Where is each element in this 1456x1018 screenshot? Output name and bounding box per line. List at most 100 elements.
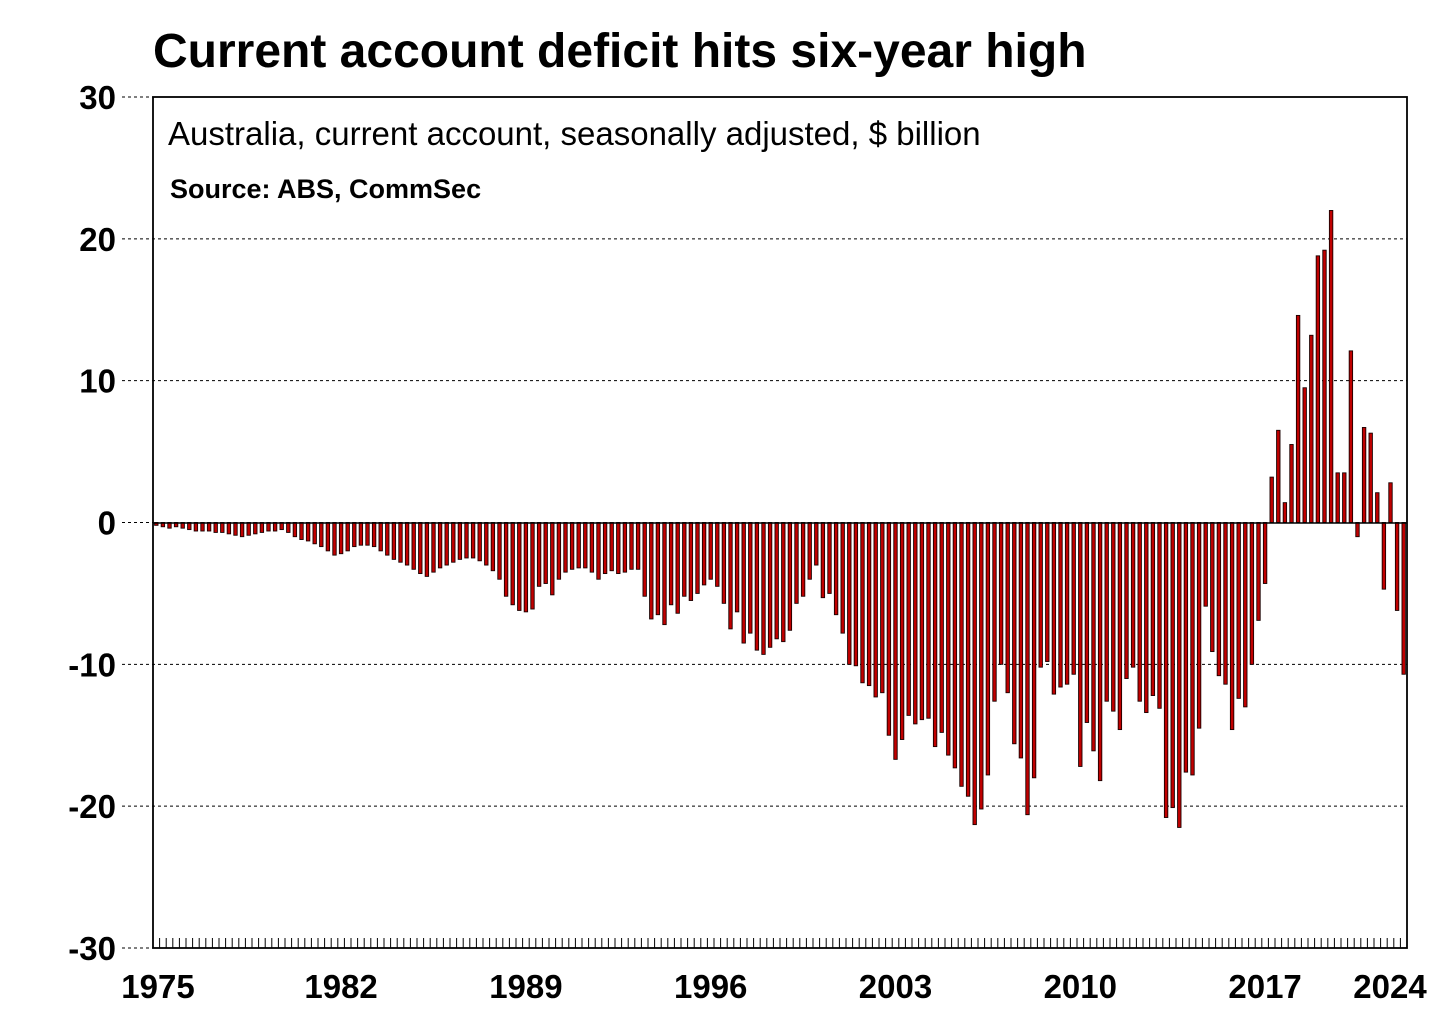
bar — [510, 522, 515, 606]
bar — [886, 522, 892, 736]
bar — [721, 522, 727, 604]
bar — [1025, 522, 1030, 816]
bar — [1276, 429, 1281, 523]
bar — [1295, 314, 1301, 523]
bar — [787, 522, 793, 631]
bar — [451, 522, 456, 563]
bar — [345, 522, 350, 552]
bar — [662, 522, 667, 626]
bar — [880, 522, 885, 694]
y-axis-tick-labels: 30 20 10 0 -10 -20 -30 — [68, 79, 116, 967]
y-tick-label: 0 — [98, 505, 116, 542]
x-tick-label: 2003 — [859, 968, 932, 1005]
bar — [781, 522, 786, 643]
bar — [1355, 522, 1360, 538]
bar — [1249, 522, 1255, 665]
bar — [715, 522, 720, 587]
bar-series — [154, 210, 1406, 828]
bar — [1216, 522, 1222, 677]
bar — [398, 522, 403, 563]
bar — [906, 522, 911, 716]
bar — [338, 522, 344, 555]
y-tick-label: 30 — [79, 79, 116, 116]
bar — [919, 522, 925, 721]
bar — [965, 522, 971, 797]
bar — [932, 522, 938, 748]
bar — [602, 522, 608, 575]
bar — [470, 522, 476, 559]
bar — [424, 522, 430, 577]
x-tick-label: 2017 — [1228, 968, 1301, 1005]
x-axis-minor-ticks — [152, 938, 1408, 948]
bar — [708, 522, 713, 580]
bar — [517, 522, 522, 611]
bar — [1084, 522, 1090, 723]
bar — [622, 522, 628, 573]
bar — [629, 522, 634, 570]
bar — [774, 522, 779, 640]
bar — [1388, 482, 1393, 523]
bar — [985, 522, 991, 776]
bar — [246, 522, 251, 536]
x-tick-label: 1996 — [674, 968, 747, 1005]
bar — [490, 522, 496, 572]
bar — [1269, 476, 1274, 523]
bar — [550, 522, 555, 596]
bar — [1335, 472, 1340, 523]
bar — [312, 522, 317, 545]
bar — [1130, 522, 1136, 668]
bar — [292, 522, 298, 538]
bar — [543, 522, 548, 584]
bar — [1375, 492, 1380, 523]
bar — [635, 522, 641, 570]
bar — [1315, 255, 1321, 523]
bar — [1058, 522, 1063, 688]
bar — [1064, 522, 1070, 685]
bar — [220, 522, 225, 533]
bar — [761, 522, 766, 655]
bar — [1309, 334, 1314, 523]
bar — [305, 522, 311, 542]
bar — [1368, 432, 1373, 523]
bar — [418, 522, 423, 575]
bar — [503, 522, 509, 597]
bar — [820, 522, 826, 599]
bar — [800, 522, 806, 597]
bar — [748, 522, 753, 634]
bar — [972, 522, 977, 826]
bar — [319, 522, 324, 548]
bar — [1322, 249, 1327, 523]
bar — [596, 522, 601, 580]
bar — [1236, 522, 1241, 699]
bar — [682, 522, 687, 597]
bar — [378, 522, 383, 552]
y-tick-label: -30 — [68, 930, 116, 967]
bar — [1111, 522, 1116, 712]
bar — [734, 522, 740, 613]
bar — [913, 522, 918, 725]
bar — [431, 522, 436, 573]
bar — [616, 522, 621, 575]
x-tick-label: 1989 — [489, 968, 562, 1005]
bar — [563, 522, 568, 573]
bar — [365, 522, 370, 546]
bar — [609, 522, 614, 572]
bar — [1361, 427, 1367, 523]
bar — [1190, 522, 1195, 776]
bar — [1342, 472, 1347, 523]
bar — [385, 522, 390, 556]
x-tick-label: 2010 — [1044, 968, 1117, 1005]
bar — [827, 522, 832, 594]
bar — [860, 522, 865, 684]
bar — [688, 522, 694, 601]
bar — [530, 522, 535, 610]
bar — [1150, 522, 1156, 696]
bar — [226, 522, 232, 535]
bar — [1104, 522, 1109, 702]
bar — [1038, 522, 1043, 668]
bar — [484, 522, 489, 566]
chart-subtitle: Australia, current account, seasonally a… — [168, 115, 981, 152]
bar — [754, 522, 760, 651]
bar — [583, 522, 588, 569]
bar — [675, 522, 680, 614]
